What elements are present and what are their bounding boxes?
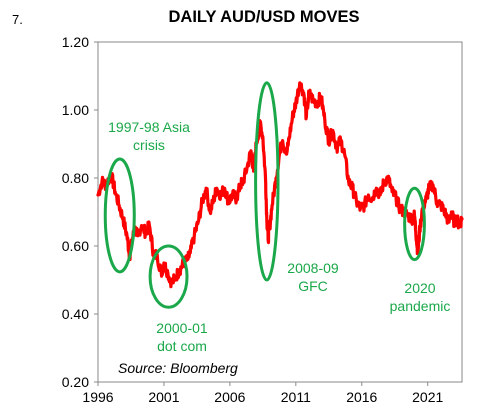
y-tick-label: 1.20 — [62, 34, 89, 50]
x-tick-label: 2001 — [148, 389, 179, 405]
series-line — [96, 81, 464, 289]
y-tick-label: 0.40 — [62, 306, 89, 322]
y-tick-label: 0.80 — [62, 170, 89, 186]
annotation-ellipse — [103, 157, 136, 274]
annotation-label: 2008-09 — [287, 260, 339, 276]
annotation-label: GFC — [298, 278, 328, 294]
chart-title: DAILY AUD/USD MOVES — [168, 8, 359, 26]
annotation-label: dot com — [157, 338, 207, 354]
y-tick-label: 1.00 — [62, 102, 89, 118]
annotation-label: pandemic — [390, 298, 451, 314]
figure-number: 7. — [12, 12, 23, 27]
annotation-ellipse — [403, 186, 426, 262]
y-tick-label: 0.60 — [62, 238, 89, 254]
annotation-label: crisis — [133, 137, 165, 153]
annotation-ellipse — [148, 244, 189, 309]
x-tick-label: 1996 — [82, 389, 113, 405]
source-note: Source: Bloomberg — [118, 360, 238, 376]
annotation-layer: 1997-98 Asia crisis 2000-01 dot com 2008-09 G… — [103, 81, 451, 354]
x-tick-label: 2021 — [412, 389, 443, 405]
x-tick-label: 2006 — [214, 389, 245, 405]
annotation-label: 2020 — [404, 280, 435, 296]
annotation-label: 1997-98 Asia — [108, 119, 190, 135]
series-layer — [96, 81, 464, 289]
annotation-label: 2000-01 — [156, 320, 208, 336]
y-tick-label: 0.20 — [62, 374, 89, 390]
plot-area-frame — [97, 41, 463, 383]
annotation-ellipse — [254, 81, 280, 282]
axes: 0.20 0.40 0.60 0.80 1.00 1.20 1996 2001 2006 2011… — [62, 34, 444, 405]
x-tick-label: 2011 — [281, 389, 311, 405]
x-tick-label: 2016 — [346, 389, 377, 405]
